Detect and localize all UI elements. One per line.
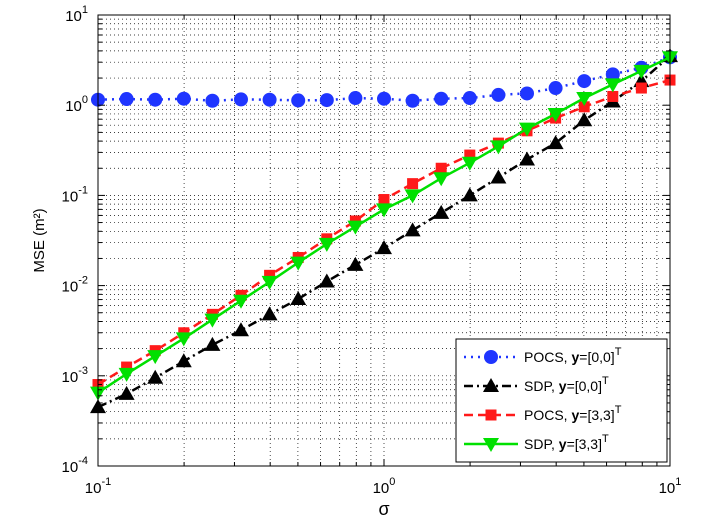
data-point [119,92,134,107]
data-point [490,169,507,184]
data-point [121,361,133,373]
data-point [604,78,621,93]
series-1 [91,50,677,108]
data-point [262,92,277,107]
legend-label: SDP, y=[3,3]T [524,433,609,452]
y-tick-label: 10-2 [62,275,88,296]
grid [98,15,670,466]
data-point [147,369,164,384]
data-point [547,107,564,122]
data-point [433,204,450,219]
data-point [433,172,450,187]
data-point [520,86,535,101]
data-point [519,151,536,166]
data-point [232,294,249,309]
data-point [377,91,391,106]
y-axis-label: MSE (m²) [31,208,48,272]
data-point [176,91,191,106]
data-point [435,162,447,174]
data-point [633,64,650,79]
x-axis-label: σ [378,499,389,519]
data-point [461,156,478,171]
data-point [548,81,563,96]
series-layer [90,48,678,414]
x-tick-label: 101 [659,476,682,497]
data-point [490,140,507,155]
data-point [290,256,307,271]
legend-entry: POCS, y=[3,3]T [464,404,622,423]
data-point [578,101,590,113]
data-point [348,91,363,106]
y-tick-label: 10-3 [62,365,88,386]
data-point [347,256,364,271]
data-point [405,93,420,108]
data-point [264,269,276,281]
legend-marker [484,350,498,364]
data-point [290,291,307,306]
data-point [434,91,449,106]
data-point [233,92,248,107]
data-point [635,82,647,94]
x-tick-label: 100 [373,476,396,497]
data-point [464,149,476,161]
legend-entry: SDP, y=[0,0]T [464,375,609,394]
data-point [118,367,135,382]
data-point [147,350,164,365]
data-point [576,112,593,127]
data-point [175,332,192,347]
legend-entry: SDP, y=[3,3]T [464,433,609,452]
data-point [404,222,421,237]
data-point [318,273,335,288]
y-tick-label: 100 [65,94,88,115]
y-tick-label: 10-4 [62,455,88,476]
data-point [607,90,619,102]
data-point [577,74,592,89]
data-point [491,87,506,102]
legend-label: POCS, y=[0,0]T [524,346,622,365]
legend-marker [483,378,499,392]
data-point [407,178,419,190]
data-point [462,91,477,106]
data-point [148,92,163,107]
x-tick-label: 10-1 [85,476,111,497]
legend-entry: POCS, y=[0,0]T [464,346,622,365]
data-point [318,237,335,252]
data-point [175,353,192,368]
data-point [378,194,390,206]
legend: POCS, y=[0,0]T SDP, y=[0,0]T POCS, y=[3,3]… [455,338,668,463]
data-point [205,93,220,108]
legend-label: SDP, y=[0,0]T [524,375,609,394]
data-point [519,122,536,137]
data-point [376,203,392,218]
data-point [605,67,620,82]
data-point [404,189,421,204]
data-point [232,322,249,337]
data-point [261,275,278,290]
legend-marker [485,409,497,421]
data-point [118,385,135,400]
data-point [204,313,221,328]
data-point [576,92,593,107]
data-point [347,220,364,235]
y-tick-label: 101 [65,4,88,25]
y-tick-label: 10-1 [62,184,88,205]
legend-marker [483,438,499,452]
data-point [319,93,334,108]
data-point [376,240,392,255]
legend-label: POCS, y=[3,3]T [524,404,622,423]
data-point [291,93,306,108]
data-point [547,135,564,150]
data-point [204,336,221,351]
data-point [461,187,478,202]
data-point [261,306,278,321]
